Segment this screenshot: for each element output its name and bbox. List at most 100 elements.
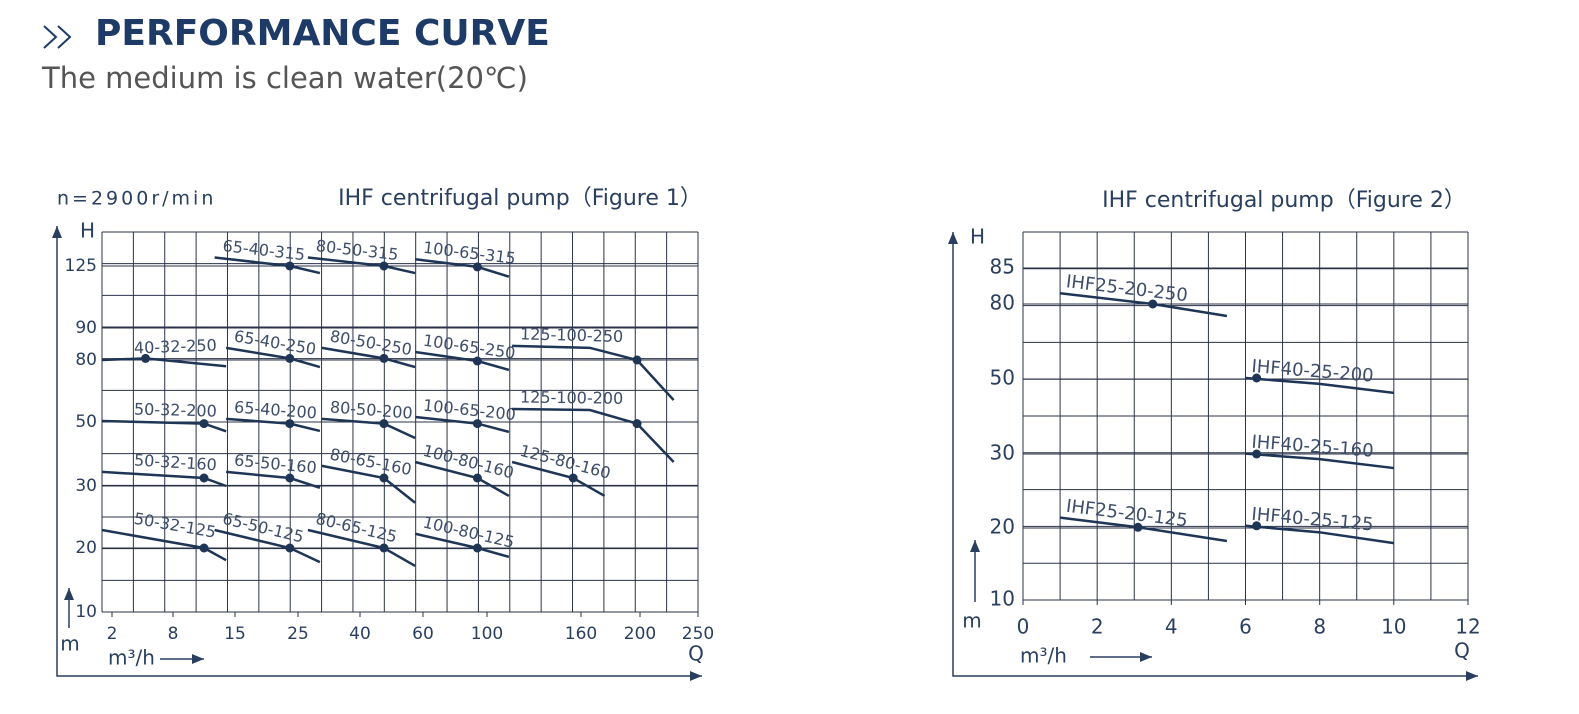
curve xyxy=(1245,524,1394,545)
x-tick-label: 200 xyxy=(624,624,656,644)
arrow xyxy=(52,226,62,238)
y-tick-label: 30 xyxy=(75,476,97,496)
x-tick-label: 10 xyxy=(1381,615,1406,639)
rated-point xyxy=(199,419,209,429)
curve-label: 65-40-200 xyxy=(234,397,318,422)
x-tick-label: 8 xyxy=(168,624,179,644)
page-subtitle: The medium is clean water(20℃) xyxy=(41,61,528,95)
arrow xyxy=(64,588,74,600)
curve xyxy=(1245,376,1394,395)
curve-label: 65-40-250 xyxy=(233,326,318,358)
curve-label: IHF40-25-160 xyxy=(1251,432,1375,462)
x-tick-label: 25 xyxy=(287,624,309,644)
y-axis-label: H xyxy=(80,219,95,243)
rated-point xyxy=(472,543,482,553)
arrow xyxy=(1140,652,1152,662)
y-unit: m xyxy=(962,609,981,633)
x-tick-label: 8 xyxy=(1313,615,1326,639)
y-axis xyxy=(56,226,702,677)
curve-label: 80-50-250 xyxy=(329,326,414,359)
x-tick-label: 250 xyxy=(682,624,714,644)
rated-point xyxy=(285,543,295,553)
x-tick-label: 2 xyxy=(107,624,118,644)
rated-point xyxy=(285,353,295,363)
chevron xyxy=(57,25,72,49)
y-tick-label: 80 xyxy=(990,291,1015,315)
arrow xyxy=(948,232,958,244)
x-axis-label: Q xyxy=(1454,639,1470,663)
y-tick-label: 125 xyxy=(65,256,97,276)
rated-point xyxy=(379,261,389,271)
curve xyxy=(512,407,675,463)
y-tick-label: 50 xyxy=(75,412,97,432)
arrow xyxy=(192,654,204,664)
rated-point xyxy=(1148,299,1158,309)
y-tick-label: 80 xyxy=(75,350,97,370)
rated-point xyxy=(1133,522,1143,532)
rated-point xyxy=(379,419,389,429)
rated-point xyxy=(379,543,389,553)
chart-title: IHF centrifugal pump（Figure 1） xyxy=(338,186,702,211)
x-tick-label: 4 xyxy=(1165,615,1178,639)
y-tick-label: 10 xyxy=(75,602,97,622)
arrow xyxy=(970,540,980,552)
rated-point xyxy=(379,353,389,363)
rated-point xyxy=(472,419,482,429)
x-tick-label: 15 xyxy=(224,624,246,644)
rated-point xyxy=(285,261,295,271)
y-axis-label: H xyxy=(970,225,985,249)
curve-label: IHF40-25-200 xyxy=(1251,356,1375,387)
curve-label: 125-100-250 xyxy=(520,324,624,346)
y-tick-label: 85 xyxy=(990,255,1015,279)
curve-label: 50-32-160 xyxy=(133,450,217,474)
rated-point xyxy=(472,473,482,483)
curve xyxy=(512,344,675,401)
curve-label: 125-100-200 xyxy=(520,387,623,407)
rated-point xyxy=(141,353,151,363)
x-unit: m³/h xyxy=(1020,644,1067,668)
x-unit: m³/h xyxy=(108,646,155,670)
rated-point xyxy=(199,543,209,553)
y-tick-label: 20 xyxy=(990,515,1015,539)
arrow xyxy=(1466,671,1478,681)
y-tick-label: 20 xyxy=(75,538,97,558)
rated-point xyxy=(568,473,578,483)
y-tick-label: 50 xyxy=(990,366,1015,390)
rated-point xyxy=(472,262,482,272)
rated-point xyxy=(632,419,642,429)
x-tick-label: 160 xyxy=(565,624,597,644)
x-tick-label: 100 xyxy=(471,624,503,644)
y-tick-label: 10 xyxy=(990,587,1015,611)
rated-point xyxy=(632,355,642,365)
y-axis xyxy=(952,232,1478,677)
x-tick-label: 12 xyxy=(1455,615,1480,639)
x-tick-label: 60 xyxy=(412,624,434,644)
curve-label: 80-65-160 xyxy=(328,445,413,480)
y-tick-label: 90 xyxy=(75,318,97,338)
arrow xyxy=(690,671,702,681)
rated-point xyxy=(285,473,295,483)
rated-point xyxy=(472,356,482,366)
x-tick-label: 40 xyxy=(349,624,371,644)
chevron xyxy=(43,25,58,49)
x-axis-label: Q xyxy=(688,642,704,666)
curve xyxy=(1245,452,1394,470)
x-tick-label: 0 xyxy=(1017,615,1030,639)
curve-label: 40-32-250 xyxy=(134,335,217,357)
curve-label: 50-32-200 xyxy=(134,399,217,420)
rated-point xyxy=(1252,449,1262,459)
x-tick-label: 6 xyxy=(1239,615,1252,639)
curve-label: 80-50-200 xyxy=(329,397,413,422)
x-tick-label: 2 xyxy=(1091,615,1104,639)
rated-point xyxy=(199,473,209,483)
page-title: PERFORMANCE CURVE xyxy=(95,13,550,54)
rated-point xyxy=(285,419,295,429)
annotation: n=2900r/min xyxy=(57,188,216,210)
y-unit: m xyxy=(60,632,79,656)
curve-label: 100-65-250 xyxy=(422,331,517,363)
chart-title: IHF centrifugal pump（Figure 2） xyxy=(1102,188,1466,213)
rated-point xyxy=(1252,373,1262,383)
rated-point xyxy=(1252,521,1262,531)
rated-point xyxy=(379,473,389,483)
